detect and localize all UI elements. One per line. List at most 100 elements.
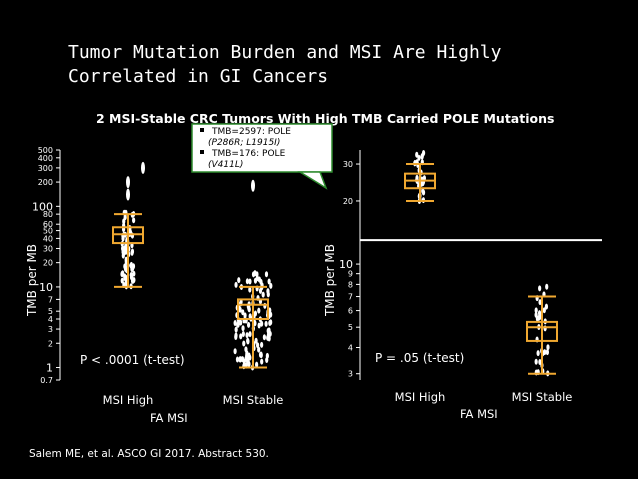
y-tick-label: 20	[343, 197, 353, 206]
data-point	[413, 159, 417, 166]
data-point	[421, 189, 426, 196]
data-point	[245, 332, 249, 339]
data-point	[251, 271, 256, 278]
data-point	[535, 315, 540, 322]
data-point	[254, 337, 258, 344]
outlier-point	[126, 188, 130, 201]
data-point	[120, 271, 124, 278]
data-point	[129, 274, 134, 281]
y-axis-label: TMB per MB	[323, 244, 337, 317]
data-point	[130, 266, 134, 273]
data-point	[246, 321, 251, 328]
data-point	[242, 359, 246, 366]
data-point	[242, 340, 246, 347]
y-tick-label: 20	[43, 259, 53, 268]
data-point	[264, 271, 269, 278]
data-point	[233, 348, 237, 355]
callout-text: TMB=2597: POLE	[211, 127, 291, 137]
y-tick-label: 3	[348, 370, 353, 379]
y-tick-label: 9	[348, 270, 353, 279]
data-point	[123, 266, 128, 273]
y-tick-label: 1	[46, 362, 53, 375]
data-point	[269, 319, 273, 326]
citation: Salem ME, et al. ASCO GI 2017. Abstract …	[29, 448, 269, 460]
callout-text: (P286R; L1915I)	[208, 138, 280, 148]
box-msi-high	[404, 149, 436, 204]
data-point	[257, 322, 261, 329]
data-point	[130, 248, 135, 255]
callout-pointer	[297, 171, 328, 190]
data-point	[417, 154, 421, 161]
data-point	[257, 307, 261, 314]
data-point	[234, 281, 238, 288]
y-tick-label: 400	[38, 154, 53, 163]
data-point	[255, 361, 259, 368]
data-point	[266, 291, 270, 298]
data-point	[241, 325, 245, 332]
data-point	[415, 151, 419, 158]
data-point	[542, 307, 546, 314]
y-tick-label: 50	[43, 227, 53, 236]
data-point	[121, 245, 125, 252]
data-point	[121, 252, 125, 259]
data-point	[234, 332, 238, 339]
iqr-box	[526, 320, 558, 342]
data-point	[544, 303, 549, 310]
y-tick-label: 30	[343, 160, 353, 169]
y-tick-label: 10	[39, 281, 53, 294]
box-msi-stable	[526, 283, 558, 377]
data-point	[238, 356, 242, 363]
outlier-point	[126, 176, 130, 189]
y-tick-label: 8	[348, 280, 353, 289]
slide-title-line2: Correlated in GI Cancers	[68, 66, 329, 87]
y-tick-label: 7	[348, 293, 353, 302]
data-point	[534, 307, 538, 314]
y-tick-label: 2	[48, 339, 53, 348]
data-point	[246, 337, 250, 344]
data-point	[260, 358, 264, 365]
y-tick-label: 6	[348, 307, 353, 316]
y-tick-label: 80	[43, 210, 53, 219]
data-point	[235, 356, 240, 363]
y-tick-label: 500	[38, 146, 53, 155]
data-point	[239, 333, 243, 340]
data-point	[267, 278, 271, 285]
data-point	[546, 344, 550, 351]
callout-bullet	[200, 150, 204, 154]
data-point	[258, 351, 263, 358]
callout-box	[191, 123, 333, 173]
data-point	[259, 320, 264, 327]
y-tick-label: 4	[48, 315, 53, 324]
y-tick-label: 30	[43, 244, 53, 253]
slide-title-line1: Tumor Mutation Burden and MSI Are Highly	[68, 42, 502, 63]
data-point	[120, 277, 124, 284]
callout-text: TMB=176: POLE	[211, 149, 286, 159]
data-point	[238, 306, 242, 313]
data-point	[243, 312, 247, 319]
data-point	[267, 335, 271, 342]
p-value-annotation: P = .05 (t-test)	[375, 351, 464, 365]
data-point	[256, 342, 260, 349]
data-point	[234, 326, 238, 333]
chart-subtitle-text: 2 MSI-Stable CRC Tumors With High TMB Ca…	[96, 111, 555, 126]
data-point	[248, 331, 252, 338]
data-point	[269, 282, 273, 289]
data-point	[545, 283, 549, 290]
data-point	[132, 276, 136, 283]
box-msi-high	[112, 209, 144, 290]
data-point	[257, 346, 261, 353]
y-tick-label: 5	[48, 307, 53, 316]
data-point	[263, 302, 267, 309]
data-point	[236, 321, 240, 328]
outlier-point	[141, 161, 145, 174]
data-point	[132, 217, 136, 224]
data-point	[245, 353, 249, 360]
callout: TMB=2597: POLE(P286R; L1915I)TMB=176: PO…	[191, 123, 333, 190]
data-point	[264, 320, 268, 327]
data-point	[261, 291, 265, 298]
x-category-label: MSI Stable	[223, 393, 284, 407]
data-point	[538, 285, 542, 292]
data-point	[536, 350, 540, 357]
